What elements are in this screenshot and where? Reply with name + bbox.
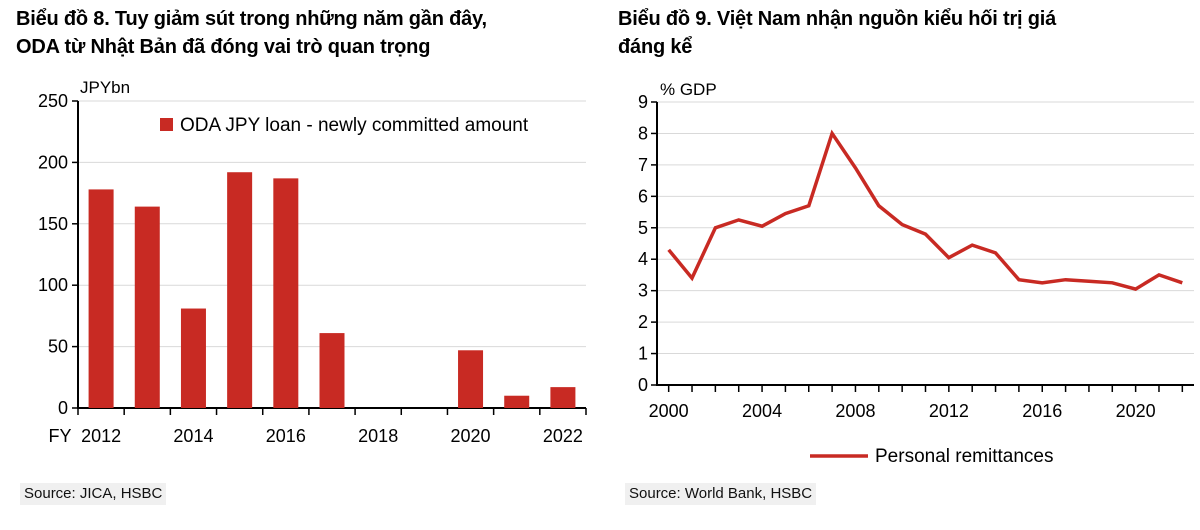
svg-text:150: 150 — [38, 214, 68, 234]
chart9-title-line2: đáng kể — [618, 36, 693, 58]
chart9-panel: Biểu đồ 9. Việt Nam nhận nguồn kiểu hối … — [600, 0, 1200, 530]
fy-axis-prefix: FY — [48, 426, 71, 446]
legend-label: Personal remittances — [875, 446, 1053, 467]
x-axis-ticks — [77, 408, 587, 415]
svg-text:2020: 2020 — [451, 426, 491, 446]
bar-2020 — [458, 350, 484, 408]
bar-2016 — [273, 178, 299, 408]
legend-label: ODA JPY loan - newly committed amount — [180, 115, 529, 136]
svg-text:2020: 2020 — [1116, 401, 1156, 421]
y-axis-labels: 0 1 2 3 4 5 6 7 8 9 — [638, 92, 657, 395]
svg-text:2018: 2018 — [358, 426, 398, 446]
svg-text:6: 6 — [638, 186, 648, 206]
x-axis-labels: 2000 2004 2008 2012 2016 2020 — [649, 401, 1156, 421]
svg-text:2012: 2012 — [929, 401, 969, 421]
chart9-title-line1: Biểu đồ 9. Việt Nam nhận nguồn kiểu hối … — [618, 8, 1057, 30]
svg-text:2012: 2012 — [81, 426, 121, 446]
x-axis-labels: 2012 2014 2016 2018 2020 2022 — [81, 426, 583, 446]
svg-text:3: 3 — [638, 281, 648, 301]
bar-2014 — [180, 308, 206, 408]
chart9-source: Source: World Bank, HSBC — [625, 483, 817, 505]
chart8-title-line2: ODA từ Nhật Bản đã đóng vai trò quan trọ… — [16, 36, 431, 58]
y-axis-labels: 0 50 100 150 200 250 — [38, 91, 78, 418]
svg-text:7: 7 — [638, 155, 648, 175]
bar-2021 — [504, 395, 530, 408]
bar-2013 — [134, 206, 160, 408]
bar-2022 — [550, 387, 576, 408]
svg-text:5: 5 — [638, 218, 648, 238]
x-axis-ticks — [667, 385, 1184, 392]
legend-swatch — [160, 118, 173, 131]
chart8-panel: Biểu đồ 8. Tuy giảm sút trong những năm … — [16, 5, 592, 505]
svg-text:2016: 2016 — [266, 426, 306, 446]
svg-text:2016: 2016 — [1022, 401, 1062, 421]
svg-text:0: 0 — [638, 375, 648, 395]
svg-text:2000: 2000 — [649, 401, 689, 421]
svg-text:1: 1 — [638, 344, 648, 364]
bar-2017 — [319, 333, 345, 408]
chart9-title: Biểu đồ 9. Việt Nam nhận nguồn kiểu hối … — [618, 5, 1192, 61]
chart8-bar-chart: 0 50 100 150 200 250 2012 2014 2016 2018 2020 2022 F… — [38, 78, 587, 446]
svg-text:4: 4 — [638, 249, 648, 269]
svg-text:200: 200 — [38, 152, 68, 172]
svg-text:9: 9 — [638, 92, 648, 112]
svg-text:100: 100 — [38, 275, 68, 295]
svg-text:250: 250 — [38, 91, 68, 111]
remittances-line — [667, 129, 1183, 291]
svg-text:0: 0 — [58, 398, 68, 418]
gridlines — [657, 101, 1194, 355]
chart8-title: Biểu đồ 8. Tuy giảm sút trong những năm … — [16, 5, 592, 61]
svg-text:8: 8 — [638, 123, 648, 143]
bar-2015 — [227, 172, 253, 408]
gridlines — [78, 100, 586, 348]
y-axis-unit-label: JPYbn — [80, 78, 130, 97]
svg-text:2022: 2022 — [543, 426, 583, 446]
legend: ODA JPY loan - newly committed amount — [160, 115, 529, 136]
svg-text:2004: 2004 — [742, 401, 782, 421]
legend: Personal remittances — [810, 446, 1053, 467]
bar-2012 — [88, 189, 114, 408]
bars — [88, 172, 576, 408]
chart9-line-chart: 0 1 2 3 4 5 6 7 8 9 2000 2004 2008 2012 2016 2020 % GDP P… — [638, 80, 1194, 467]
svg-text:2014: 2014 — [173, 426, 213, 446]
svg-text:50: 50 — [48, 337, 68, 357]
svg-text:2008: 2008 — [835, 401, 875, 421]
chart8-source: Source: JICA, HSBC — [20, 483, 167, 505]
svg-text:2: 2 — [638, 312, 648, 332]
y-axis-unit-label: % GDP — [660, 80, 717, 99]
chart8-title-line1: Biểu đồ 8. Tuy giảm sút trong những năm … — [16, 8, 487, 30]
